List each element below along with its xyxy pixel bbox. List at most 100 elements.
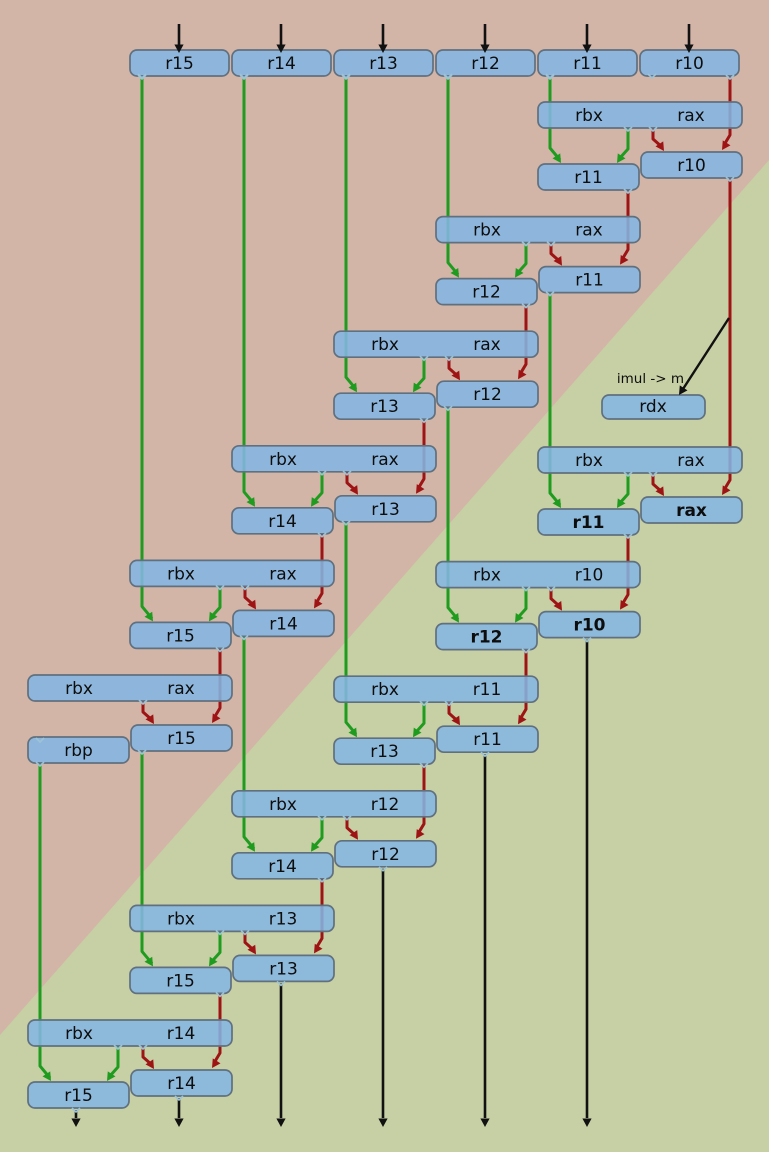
result-label-r11: r11 [473,730,502,750]
arrowhead [174,1118,184,1127]
result-box-r14 [130,1069,233,1097]
rdx-label: rdx [639,397,667,417]
top-register-r12: r12 [435,49,536,77]
result-box-r14 [231,851,334,880]
result-box-r11 [436,725,539,754]
arrowhead [451,370,460,381]
arrowhead [553,255,562,266]
result-box-r13 [333,737,436,766]
port-mark-icon [545,291,555,297]
port-mark-icon [521,586,531,592]
slot-box-rbx-rax [435,215,641,244]
result-label-r11: r11 [574,168,603,188]
arrowhead [722,485,731,495]
slot-label-r11: r11 [473,680,502,700]
result-label-r13: r13 [371,500,400,520]
arrowhead [348,727,357,738]
arrowhead [450,612,459,623]
arrowhead [518,714,527,725]
stage-right-5: rbx r13 r15 r13 [129,904,335,995]
arrowhead [515,267,524,278]
result-box-r13 [334,494,437,523]
arrowhead [655,486,664,496]
slot-label-r14: r14 [167,1024,196,1044]
result-label-r14: r14 [268,512,297,532]
slot-label-rbx: rbx [167,909,195,929]
arrowhead [42,1071,51,1081]
port-mark-icon [521,241,531,247]
arrowhead [416,829,425,839]
result-label-r13: r13 [370,742,399,762]
arrowhead [349,485,358,495]
port-mark-icon [239,73,249,80]
arrowhead [655,141,664,151]
result-box-r12 [436,380,539,409]
slot-box-rbx-rax [27,674,233,702]
port-mark-icon [215,929,225,936]
result-box-r13 [333,392,436,421]
result-box-r11 [537,508,640,536]
result-box-r10 [538,610,641,639]
slot-box-rbx-rax [333,330,539,359]
stage-main-2: rbx rax r12 r11 [435,215,641,306]
port-mark-icon [480,751,490,758]
slot-box-rbx-rax [537,101,743,129]
port-mark-icon [113,1044,123,1051]
slot-label-rbx: rbx [269,450,297,470]
arrowhead [209,956,218,967]
port-mark-icon [444,700,454,707]
port-mark-icon [623,471,633,478]
result-box-rbp [27,736,130,764]
result-label-r13: r13 [269,959,298,979]
port-mark-icon [546,586,556,592]
result-label-r15: r15 [166,626,195,646]
top-register-label: r14 [267,54,296,74]
arrowhead [276,44,286,53]
rdx-box [601,394,706,420]
arrowhead [413,727,422,738]
result-box-r12 [334,839,437,868]
arrowhead [582,1118,592,1127]
port-mark-icon [725,176,735,183]
arrowhead [311,497,320,507]
arrowhead [552,153,561,163]
port-mark-icon [443,73,453,80]
slot-label-rbx: rbx [371,335,399,355]
result-label-r15: r15 [166,971,195,991]
port-mark-icon [137,749,147,756]
stage-right-3: rbx r11 r13 r11 [333,675,539,766]
slot-label-rbx: rbx [473,566,501,586]
port-mark-icon [138,699,148,706]
slot-label-rax: rax [473,335,500,355]
arrowhead [209,611,218,622]
arrowhead [145,1059,154,1069]
port-mark-icon [419,355,429,362]
port-mark-icon [521,303,531,309]
top-register-r11: r11 [537,49,638,77]
arrowhead [378,44,388,53]
result-box-r10 [640,151,743,179]
port-mark-icon [341,520,351,526]
port-mark-icon [342,815,352,821]
arrowhead [144,611,153,622]
arrowhead [480,44,490,53]
port-mark-icon [71,1107,81,1114]
port-mark-icon [546,241,556,247]
stage-right-6: rbx r14 r15 r14 [27,1019,233,1109]
slot-label-rbx: rbx [65,679,93,699]
stage-main-3: rbx rax r13 r12 [333,330,539,421]
slot-label-rax: rax [269,564,296,584]
result-box-r11 [537,163,640,191]
port-mark-icon [623,126,633,133]
result-label-r10: r10 [573,616,605,636]
result-label-r15: r15 [64,1086,93,1106]
stage-right-4: rbx r12 r14 r12 [231,789,437,880]
arrowhead [518,369,527,380]
top-register-label: r15 [165,54,194,74]
slot-label-rbx: rbx [167,564,195,584]
arrowhead [246,842,255,852]
result-box-r13 [232,954,335,983]
port-mark-icon [378,866,388,872]
slot-label-rbx: rbx [473,221,501,241]
arrowhead [174,44,184,53]
